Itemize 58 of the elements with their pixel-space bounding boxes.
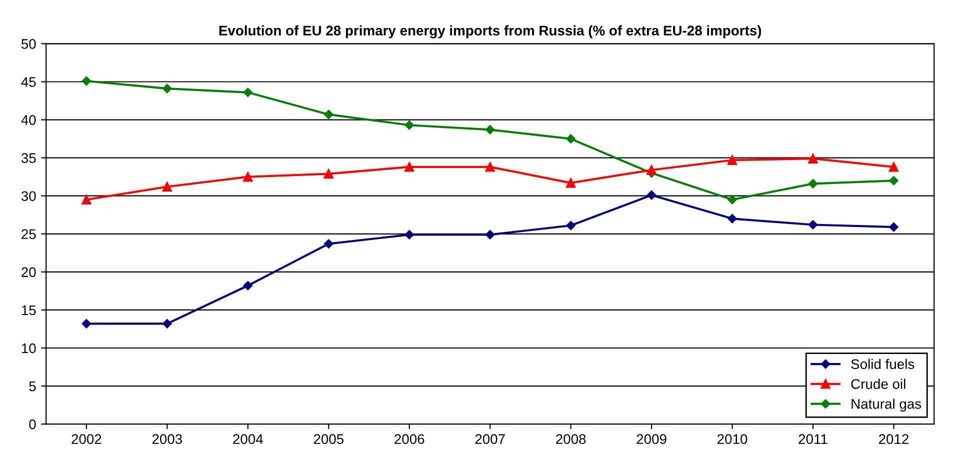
point	[404, 120, 414, 130]
point	[566, 220, 576, 230]
x-tick-label: 2003	[152, 434, 182, 444]
x-tick-label: 2004	[233, 434, 263, 444]
point	[162, 319, 172, 328]
y-tick-label: 25	[22, 229, 36, 240]
point	[646, 190, 656, 200]
x-tick-label: 2006	[394, 434, 424, 444]
point	[808, 220, 818, 230]
point	[727, 155, 738, 165]
y-tick-label: 40	[21, 115, 36, 125]
x-tick-label: 2008	[556, 434, 586, 444]
point	[404, 230, 414, 240]
point	[404, 162, 414, 172]
point	[728, 195, 737, 204]
point	[808, 154, 818, 164]
point	[566, 178, 576, 188]
point	[485, 162, 495, 172]
point	[324, 239, 334, 248]
x-tick-label: 2002	[72, 434, 102, 444]
point	[485, 230, 495, 240]
point	[82, 194, 92, 205]
x-tick-label: 2005	[314, 434, 344, 444]
point	[646, 165, 656, 175]
point	[889, 222, 898, 232]
point	[243, 88, 253, 98]
point	[728, 214, 737, 224]
x-tick-label: 2010	[718, 434, 748, 444]
legend-label: Natural gas	[852, 398, 922, 412]
point	[324, 110, 334, 120]
point	[162, 84, 172, 94]
x-tick-label: 2011	[798, 434, 828, 444]
legend-label: Crude oil	[851, 378, 906, 389]
y-tick-label: 5	[29, 382, 36, 392]
point	[162, 182, 172, 192]
point	[889, 176, 898, 186]
y-tick-label: 35	[21, 153, 36, 163]
point	[566, 134, 576, 144]
chart-title: Evolution of EU 28 primary energy imports from Russia (% of extra EU-28 imports)	[219, 25, 762, 38]
y-tick-label: 15	[22, 305, 36, 316]
point	[888, 162, 899, 172]
y-tick-label: 20	[22, 267, 36, 278]
point	[82, 76, 92, 86]
point	[324, 168, 334, 179]
point	[82, 319, 92, 328]
x-tick-label: 2012	[878, 434, 908, 444]
point	[485, 125, 495, 134]
y-tick-label: 0	[29, 419, 36, 430]
x-tick-label: 2009	[636, 434, 666, 444]
point	[243, 281, 253, 290]
x-tick-label: 2007	[475, 434, 505, 444]
y-tick-label: 10	[22, 343, 36, 354]
y-tick-label: 30	[21, 191, 36, 202]
point	[808, 179, 818, 188]
legend-label: Solid fuels	[851, 358, 914, 370]
y-tick-label: 45	[21, 77, 36, 87]
y-tick-label: 50	[21, 39, 36, 49]
point	[243, 172, 253, 182]
